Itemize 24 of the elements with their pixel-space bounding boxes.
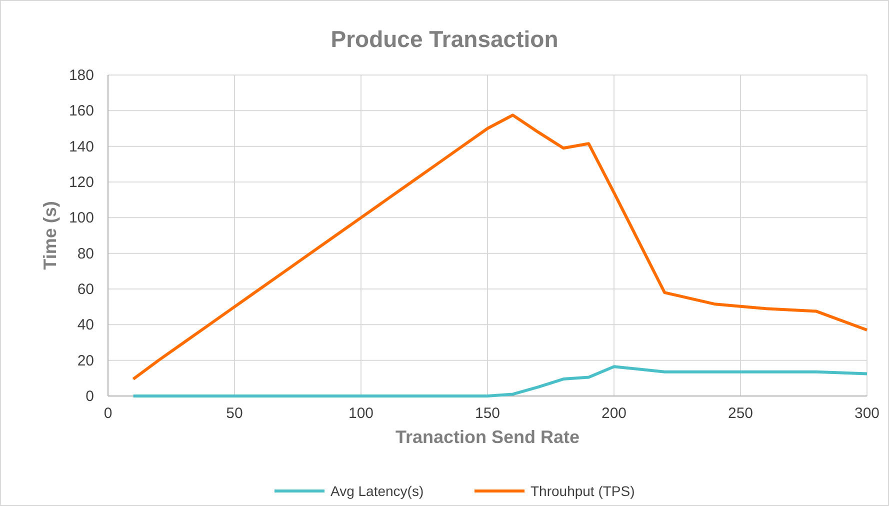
legend-label: Avg Latency(s): [330, 483, 424, 499]
x-tick-label: 150: [474, 405, 500, 422]
x-tick-label: 100: [348, 405, 374, 422]
legend-label: Throuhput (TPS): [530, 483, 635, 499]
line-series: [132, 114, 868, 381]
y-tick-label: 180: [68, 67, 94, 84]
y-tick-label: 80: [77, 245, 94, 262]
x-axis-title: Tranaction Send Rate: [395, 427, 580, 447]
y-tick-label: 160: [68, 102, 94, 120]
y-tick-label: 100: [68, 210, 94, 227]
y-tick-label: 40: [77, 316, 94, 334]
y-tick-label: 0: [86, 388, 94, 405]
x-tick-label: 200: [601, 405, 627, 422]
line-series: [132, 365, 868, 398]
x-tick-label: 50: [226, 405, 243, 422]
y-tick-label: 120: [68, 174, 94, 191]
y-tick-label: 140: [68, 138, 94, 156]
y-tick-label: 20: [77, 352, 94, 370]
x-tick-label: 300: [854, 405, 880, 422]
x-tick-label: 0: [104, 405, 112, 422]
y-tick-label: 60: [77, 281, 94, 298]
y-axis-title: Time (s): [40, 201, 60, 270]
x-tick-label: 250: [728, 405, 754, 422]
chart-title: Produce Transaction: [330, 26, 558, 52]
